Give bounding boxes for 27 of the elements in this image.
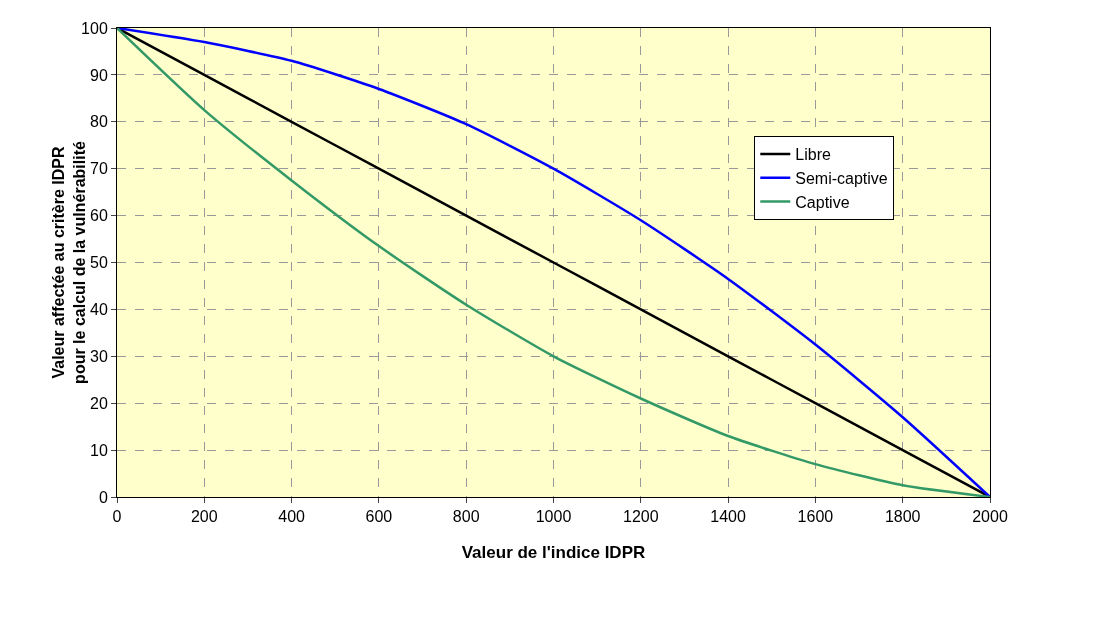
x-tick-label: 400 xyxy=(278,508,306,526)
x-tick-label: 0 xyxy=(112,508,122,526)
y-tick-label: 0 xyxy=(98,488,108,506)
y-tick-label: 50 xyxy=(90,254,108,272)
y-tick-label: 30 xyxy=(90,347,108,365)
x-tick-label: 1600 xyxy=(797,508,834,526)
x-axis-title: Valeur de l'indice IDPR xyxy=(461,543,646,562)
y-tick-label: 10 xyxy=(90,441,108,459)
x-tick-label: 600 xyxy=(365,508,393,526)
y-tick-label: 70 xyxy=(90,160,108,178)
y-tick-label: 80 xyxy=(90,113,108,131)
y-axis-title: Valeur affectée au critère IDPR pour le calcul de la vulnérabilité xyxy=(50,141,88,384)
legend-label: Semi-captive xyxy=(795,170,888,188)
legend-label: Libre xyxy=(795,146,831,164)
y-tick-label: 90 xyxy=(90,66,108,84)
y-tick-label: 20 xyxy=(90,394,108,412)
x-tick-label: 800 xyxy=(452,508,480,526)
x-tick-label: 1400 xyxy=(710,508,746,526)
x-tick-label: 1200 xyxy=(623,508,659,526)
x-tick-label: 1800 xyxy=(884,508,921,526)
y-tick-label: 100 xyxy=(81,19,108,37)
legend-label: Captive xyxy=(795,193,850,211)
y-tick-label: 40 xyxy=(90,301,108,318)
y-tick-label: 60 xyxy=(90,207,108,225)
x-tick-label: 1000 xyxy=(535,508,572,526)
x-tick-label: 2000 xyxy=(972,508,1008,526)
x-tick-label: 200 xyxy=(190,508,218,526)
